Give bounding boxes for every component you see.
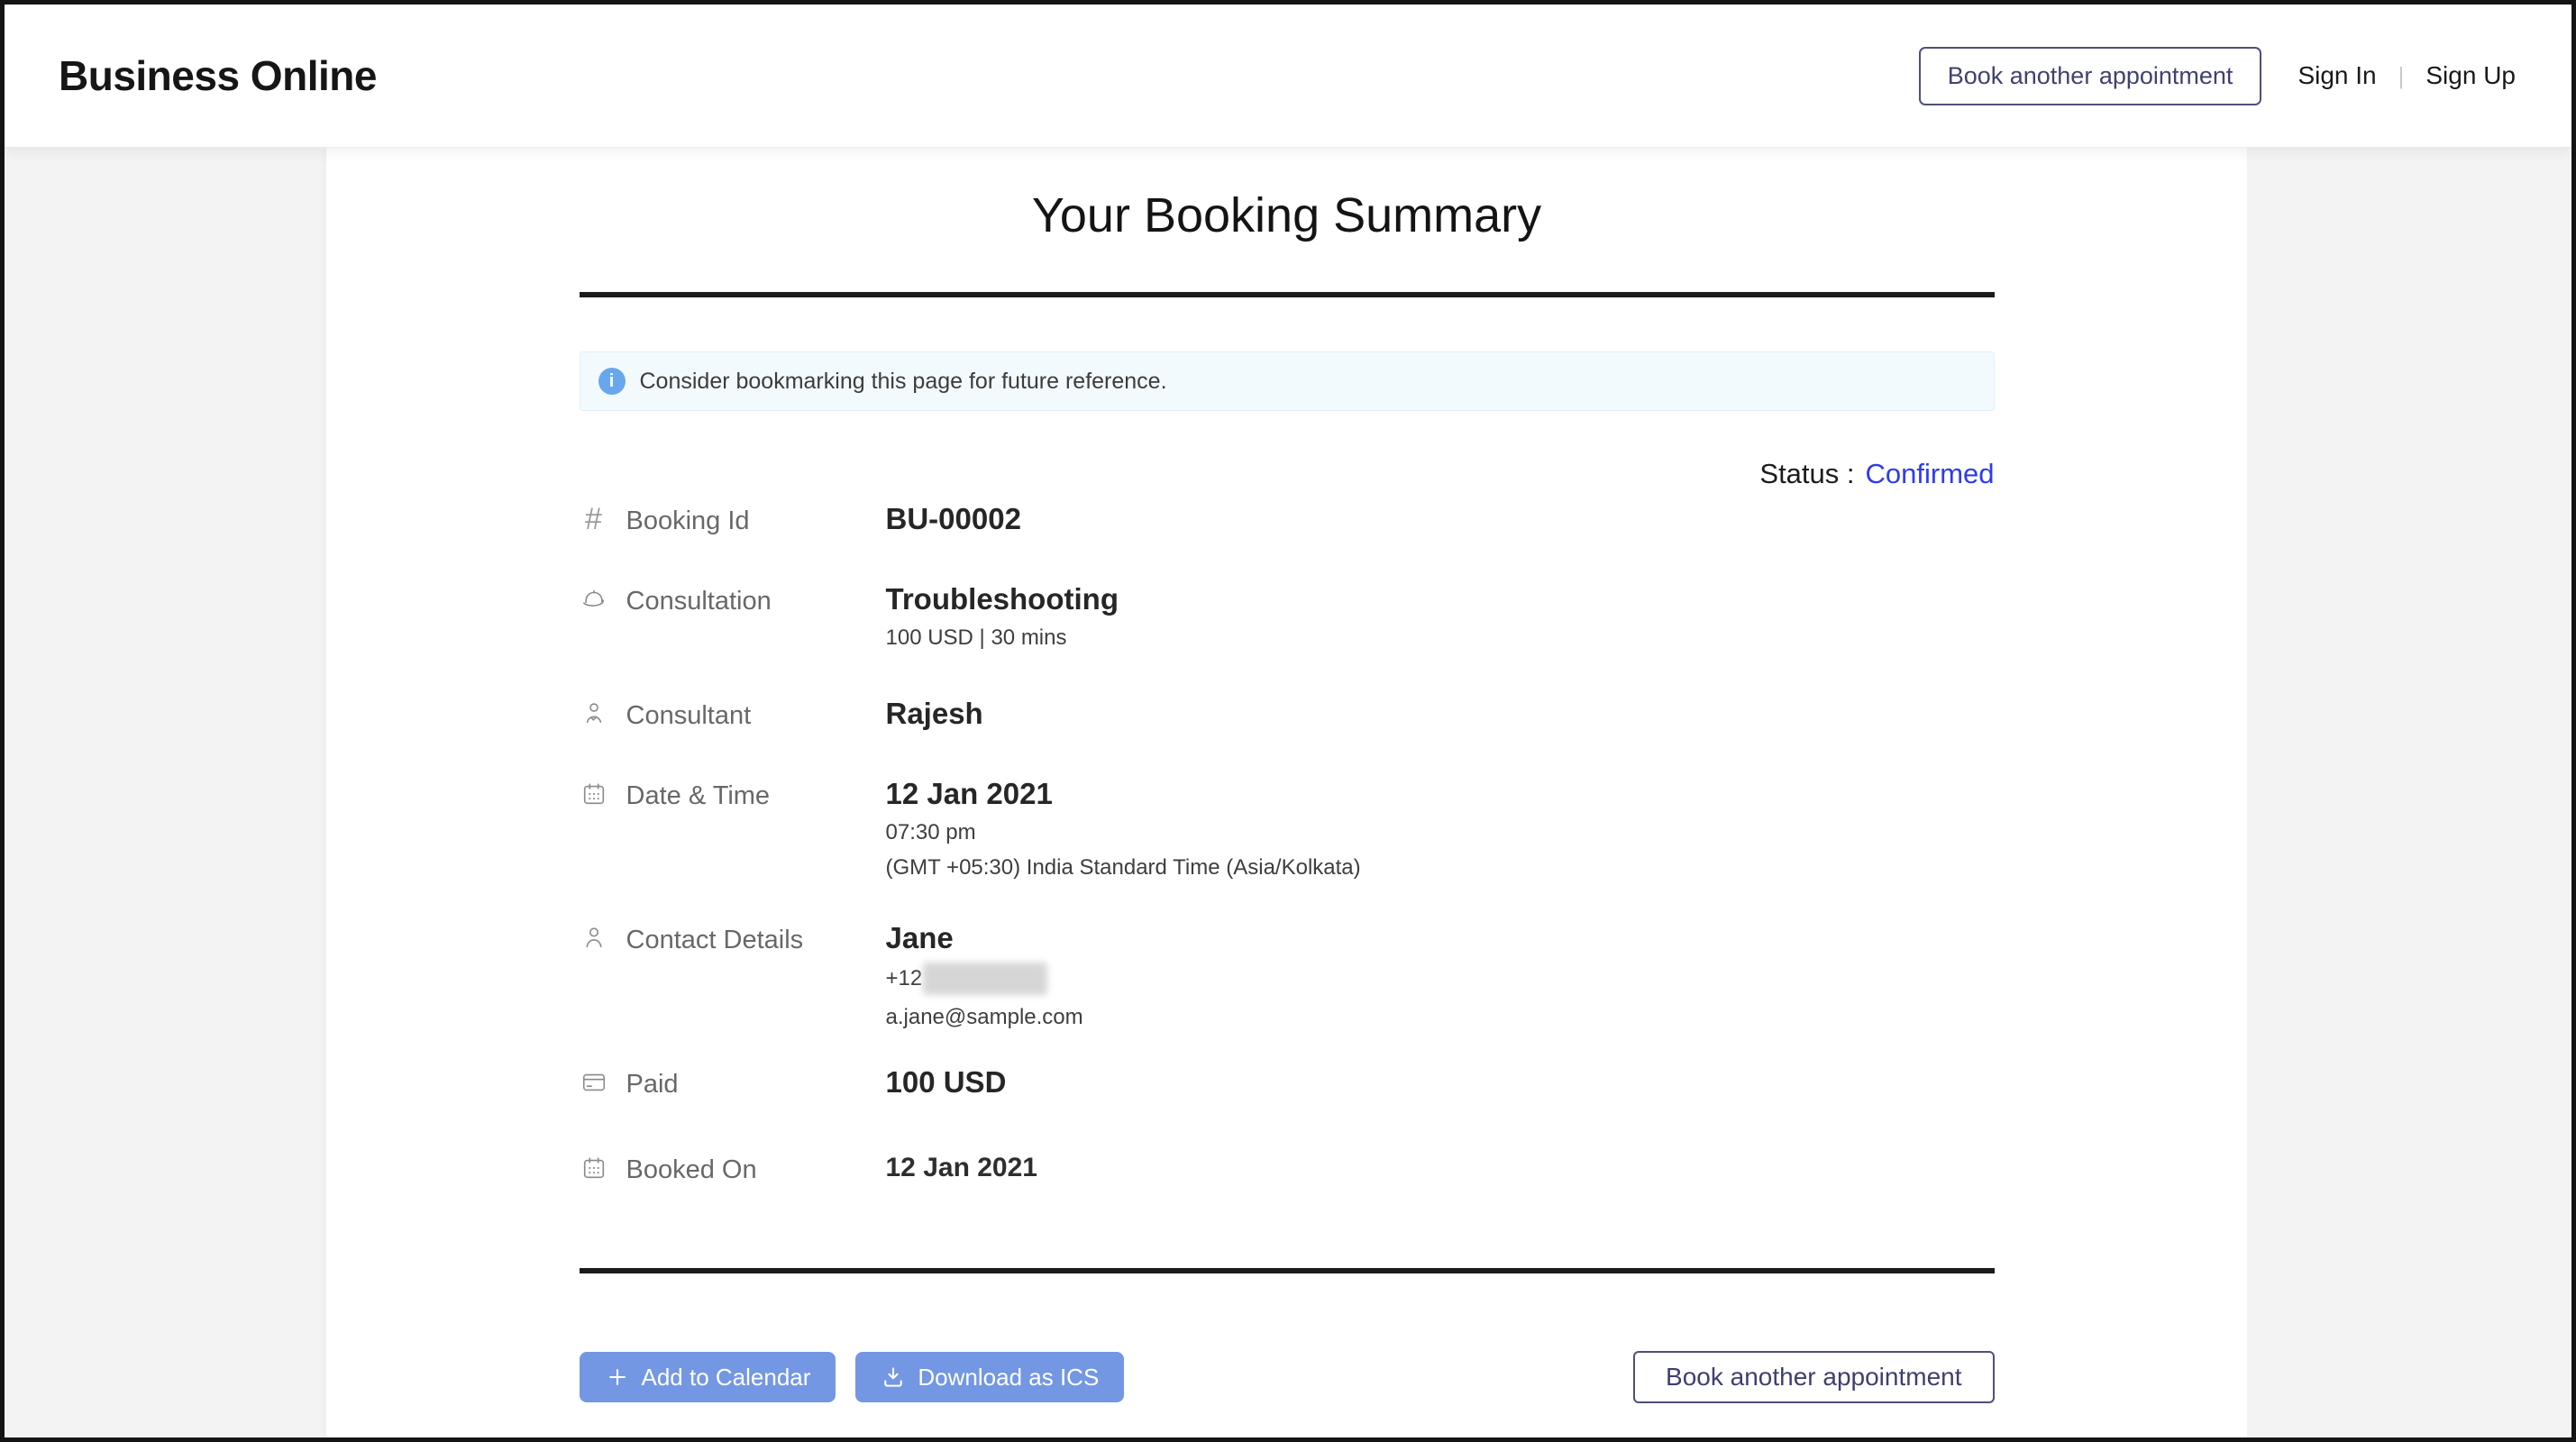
info-icon: i <box>598 368 626 395</box>
booking-id-value: BU-00002 <box>885 502 1021 535</box>
calendar-icon <box>580 1154 608 1182</box>
app-header: Business Online Book another appointment… <box>5 5 2571 148</box>
cap-icon <box>580 585 608 614</box>
footer-actions: Add to Calendar Download as ICS Book ano… <box>579 1351 1995 1437</box>
bottom-divider <box>579 1268 1995 1273</box>
auth-separator: | <box>2398 61 2405 89</box>
book-another-appointment-footer-button[interactable]: Book another appointment <box>1633 1351 1995 1403</box>
consultation-price-duration: 100 USD | 30 mins <box>885 625 1067 650</box>
brand-logo: Business Online <box>59 52 377 99</box>
header-actions: Book another appointment Sign In | Sign … <box>1918 46 2516 105</box>
paid-amount-value: 100 USD <box>885 1065 1007 1099</box>
book-another-appointment-header-button[interactable]: Book another appointment <box>1918 46 2262 105</box>
timezone-value: (GMT +05:30) India Standard Time (Asia/K… <box>885 855 1361 880</box>
phone-redacted-blur <box>923 963 1048 995</box>
paid-row: Paid 100 USD <box>580 1066 1995 1100</box>
plus-icon <box>608 1369 626 1385</box>
add-to-calendar-button[interactable]: Add to Calendar <box>579 1352 836 1402</box>
consultant-row: Consultant Rajesh <box>580 698 1995 731</box>
notice-text: Consider bookmarking this page for futur… <box>639 368 1167 394</box>
calendar-icon <box>580 780 608 808</box>
status-label: Status : <box>1759 458 1855 489</box>
summary-sheet: Your Booking Summary i Consider bookmark… <box>326 148 2247 1437</box>
field-label: Booking Id <box>626 507 750 535</box>
field-label: Paid <box>626 1070 679 1099</box>
phone-visible-digits: +12 <box>885 966 923 990</box>
consultant-icon <box>580 699 608 728</box>
download-ics-button[interactable]: Download as ICS <box>855 1352 1125 1402</box>
sign-up-link[interactable]: Sign Up <box>2425 61 2516 89</box>
consultation-value: Troubleshooting <box>885 582 1119 616</box>
card-icon <box>580 1068 608 1097</box>
contact-phone-line: +12 <box>886 963 1995 995</box>
person-icon <box>580 924 608 953</box>
field-label: Date & Time <box>626 781 771 810</box>
field-label: Consultant <box>626 701 752 730</box>
page-title: Your Booking Summary <box>1031 188 1542 242</box>
contact-name-value: Jane <box>885 921 954 954</box>
field-label: Contact Details <box>626 926 804 954</box>
field-label: Booked On <box>626 1155 757 1184</box>
contact-details-row: Contact Details Jane +12 a.jane@sample.c… <box>580 922 1995 1030</box>
consultant-value: Rajesh <box>885 697 983 730</box>
consultation-row: Consultation Troubleshooting 100 USD | 3… <box>580 583 1995 651</box>
sign-in-link[interactable]: Sign In <box>2297 61 2377 89</box>
auth-links: Sign In | Sign Up <box>2297 61 2516 90</box>
booking-id-row: # Booking Id BU-00002 <box>580 503 1995 536</box>
booked-on-value: 12 Jan 2021 <box>885 1153 1037 1182</box>
status-row: Status : Confirmed <box>580 458 1995 490</box>
summary-content: Your Booking Summary i Consider bookmark… <box>579 187 1995 1437</box>
time-value: 07:30 pm <box>885 820 976 844</box>
booked-on-row: Booked On 12 Jan 2021 <box>580 1152 1995 1185</box>
top-divider <box>579 292 1995 297</box>
download-icon <box>884 1367 903 1387</box>
field-label: Consultation <box>626 587 772 616</box>
bookmark-notice-banner: i Consider bookmarking this page for fut… <box>579 351 1995 411</box>
hash-icon: # <box>585 502 602 536</box>
booking-fields: # Booking Id BU-00002 <box>580 503 1995 1185</box>
status-badge: Confirmed <box>1865 458 1995 489</box>
date-value: 12 Jan 2021 <box>885 777 1053 810</box>
date-time-row: Date & Time 12 Jan 2021 07:30 pm (GMT +0… <box>580 778 1995 881</box>
left-gutter <box>5 148 326 1437</box>
body-region: Your Booking Summary i Consider bookmark… <box>5 148 2571 1437</box>
right-gutter <box>2247 148 2571 1437</box>
contact-email-value: a.jane@sample.com <box>885 1005 1083 1029</box>
